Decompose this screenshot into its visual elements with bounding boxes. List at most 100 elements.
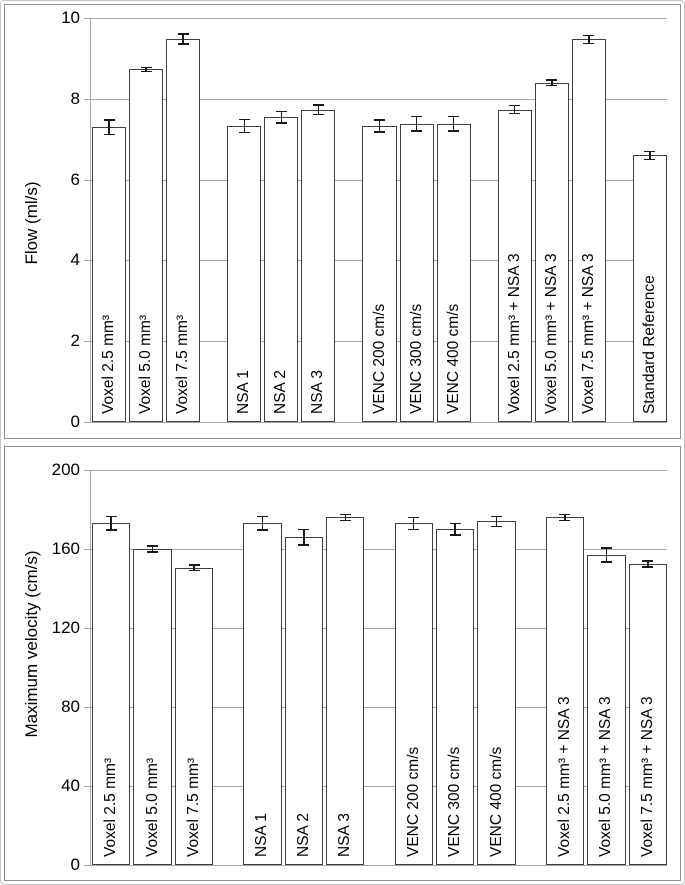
error-bar-cap-bottom: [275, 122, 287, 124]
velocity-chart-panel: Maximum velocity (cm/s) 0 40 80 120 160 200 Vo…: [4, 446, 681, 881]
bar-category-label: Voxel 2.5 mm³: [100, 314, 118, 414]
error-bar-cap-bottom: [546, 84, 558, 87]
error-bar-cap-bottom: [583, 42, 595, 45]
error-bar-whisker: [649, 151, 651, 160]
y-tick-mark: [84, 707, 90, 708]
bar: [166, 39, 201, 422]
bar-category-label: NSA 1: [253, 813, 271, 857]
y-tick-label: 40: [61, 776, 80, 795]
bar-category-label: VENC 300 cm/s: [446, 746, 464, 857]
y-tick-label: 120: [51, 618, 80, 637]
flow-chart-panel: Flow (ml/s) 0 2 4 6 8 10 Voxel 2.5 mm³ Voxel 5.…: [4, 4, 681, 439]
error-bar-cap-bottom: [449, 534, 461, 536]
error-bar-cap-bottom: [374, 131, 385, 133]
bar-category-label: NSA 2: [294, 813, 312, 857]
bar-category-label: Voxel 5.0 mm³: [137, 314, 155, 414]
error-bar-cap-top: [339, 513, 351, 516]
bar: [477, 521, 516, 865]
bar: [628, 563, 667, 865]
error-bar-cap-bottom: [105, 529, 117, 531]
y-tick-mark: [84, 549, 90, 550]
y-gridline: [90, 786, 667, 787]
bar-category-label: Voxel 2.5 mm³ + NSA 3: [555, 696, 573, 857]
error-bar-cap-bottom: [559, 519, 571, 522]
error-bar-whisker: [303, 529, 305, 546]
bar-category-label: Voxel 7.5 mm³: [174, 314, 192, 414]
error-bar-cap-bottom: [188, 569, 200, 572]
bar: [326, 517, 365, 865]
bar: [133, 549, 172, 865]
error-bar-whisker: [605, 548, 608, 562]
error-bar-cap-top: [103, 119, 115, 121]
bar-category-label: VENC 300 cm/s: [407, 303, 425, 414]
bar: [435, 529, 475, 865]
error-bar-whisker: [415, 116, 418, 132]
y-tick-label: 2: [70, 331, 80, 351]
error-bar-cap-top: [546, 79, 558, 81]
error-bar-cap-top: [147, 545, 159, 547]
error-bar-whisker: [145, 67, 147, 72]
y-tick-label: 6: [70, 169, 80, 189]
error-bar-whisker: [495, 516, 498, 527]
bar: [243, 523, 282, 865]
error-bar-cap-top: [140, 66, 152, 69]
error-bar-whisker: [110, 516, 112, 531]
y-gridline: [90, 549, 667, 550]
y-tick-mark: [84, 786, 90, 787]
error-bar-cap-bottom: [509, 112, 521, 115]
error-bar-whisker: [588, 35, 590, 44]
y-tick-label: 0: [70, 855, 80, 874]
y-tick-label: 80: [61, 697, 80, 716]
bar: [534, 82, 569, 422]
error-bar-cap-bottom: [600, 561, 612, 563]
error-bar-whisker: [243, 119, 246, 133]
bar-category-label: Voxel 5.0 mm³ + NSA 3: [542, 253, 560, 414]
error-bar-cap-top: [105, 515, 117, 518]
error-bar-cap-bottom: [238, 131, 250, 134]
bar: [301, 109, 336, 422]
error-bar-cap-top: [583, 34, 595, 37]
error-bar-cap-bottom: [147, 551, 159, 553]
error-bar-cap-top: [411, 115, 423, 118]
bar: [436, 123, 471, 422]
bar-category-label: Voxel 7.5 mm³ + NSA 3: [579, 253, 597, 414]
bar: [227, 125, 262, 422]
y-gridline: [90, 628, 667, 629]
y-tick-mark: [84, 18, 90, 19]
error-bar-cap-top: [449, 522, 461, 525]
y-tick-label: 4: [70, 250, 80, 270]
error-bar-whisker: [108, 119, 110, 135]
error-bar-whisker: [412, 517, 415, 530]
bar: [545, 517, 585, 865]
y-tick-mark: [84, 422, 90, 423]
error-bar-whisker: [454, 523, 456, 536]
error-bar-cap-bottom: [408, 528, 420, 530]
error-bar-whisker: [151, 546, 154, 552]
bar: [129, 69, 164, 422]
bar: [362, 125, 397, 422]
bar-category-label: NSA 3: [336, 813, 354, 857]
error-bar-cap-top: [509, 104, 521, 107]
error-bar-whisker: [513, 105, 516, 114]
error-bar-cap-bottom: [339, 519, 351, 522]
error-bar-cap-top: [238, 118, 250, 121]
bar-category-label: NSA 1: [235, 370, 253, 414]
bar-category-label: Voxel 7.5 mm³: [185, 757, 203, 857]
y-axis-line: [90, 18, 91, 422]
error-bar-cap-bottom: [642, 566, 654, 568]
error-bar-cap-bottom: [298, 544, 310, 546]
bar: [92, 127, 127, 422]
bar: [174, 567, 214, 865]
error-bar-cap-top: [600, 547, 612, 549]
error-bar-cap-top: [256, 515, 268, 518]
error-bar-whisker: [317, 104, 320, 115]
error-bar-whisker: [280, 111, 283, 124]
error-bar-whisker: [452, 116, 455, 132]
error-bar-whisker: [551, 79, 553, 86]
error-bar-cap-bottom: [103, 133, 115, 136]
y-tick-label: 10: [61, 8, 80, 27]
error-bar-whisker: [344, 514, 347, 521]
y-tick-mark: [84, 865, 90, 866]
error-bar-cap-top: [559, 513, 571, 516]
